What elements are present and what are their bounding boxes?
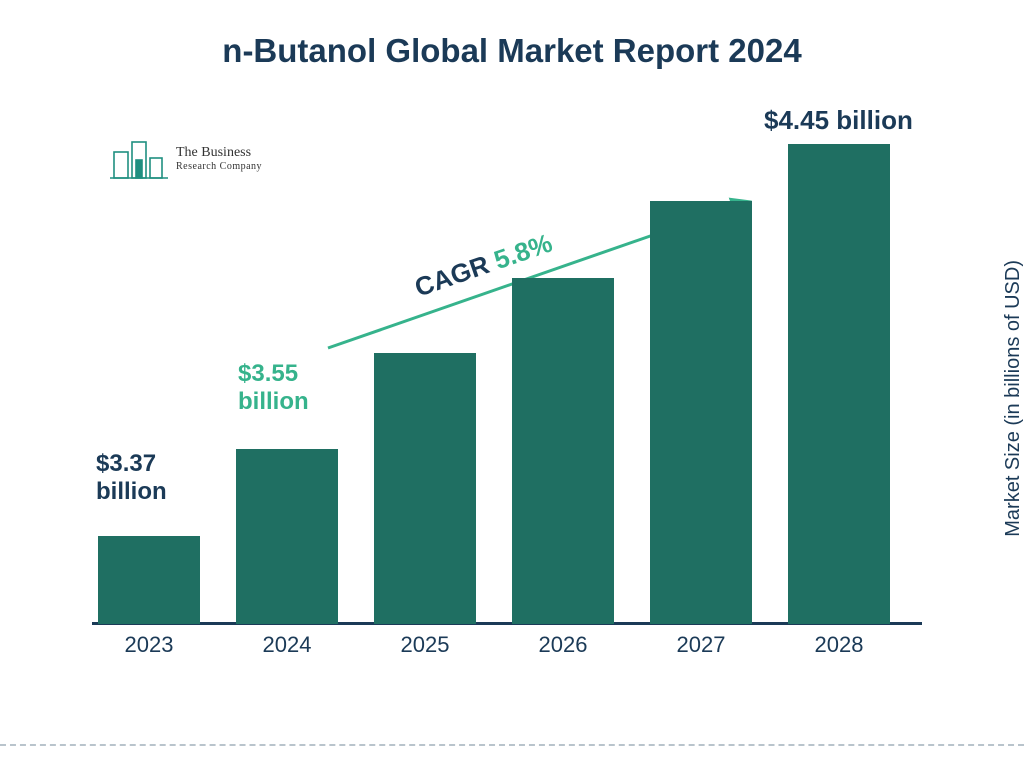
bar xyxy=(374,353,476,624)
bar xyxy=(650,201,752,624)
bar xyxy=(236,449,338,624)
x-tick-label: 2026 xyxy=(512,632,614,658)
bar xyxy=(788,144,890,624)
annotation-first-value: $3.37 billion xyxy=(96,450,167,505)
annotation-second-amount: $3.55 xyxy=(238,360,298,387)
x-tick-label: 2025 xyxy=(374,632,476,658)
chart-area: CAGR 5.8% $3.37 billion $3.55 billion $4… xyxy=(92,120,922,680)
x-tick-label: 2028 xyxy=(788,632,890,658)
page-dashed-baseline xyxy=(0,744,1024,746)
annotation-second-unit: billion xyxy=(238,388,309,415)
x-tick-label: 2023 xyxy=(98,632,200,658)
plot-region: CAGR 5.8% $3.37 billion $3.55 billion $4… xyxy=(92,120,922,650)
y-axis-label: Market Size (in billions of USD) xyxy=(1002,260,1024,537)
annotation-first-unit: billion xyxy=(96,478,167,505)
annotation-first-amount: $3.37 xyxy=(96,450,156,477)
page-root: n-Butanol Global Market Report 2024 The … xyxy=(0,0,1024,768)
bar xyxy=(512,278,614,624)
chart-title: n-Butanol Global Market Report 2024 xyxy=(0,32,1024,70)
annotation-second-value: $3.55 billion xyxy=(238,360,309,415)
annotation-last-value: $4.45 billion xyxy=(764,106,913,136)
x-tick-label: 2027 xyxy=(650,632,752,658)
bar xyxy=(98,536,200,624)
x-tick-label: 2024 xyxy=(236,632,338,658)
